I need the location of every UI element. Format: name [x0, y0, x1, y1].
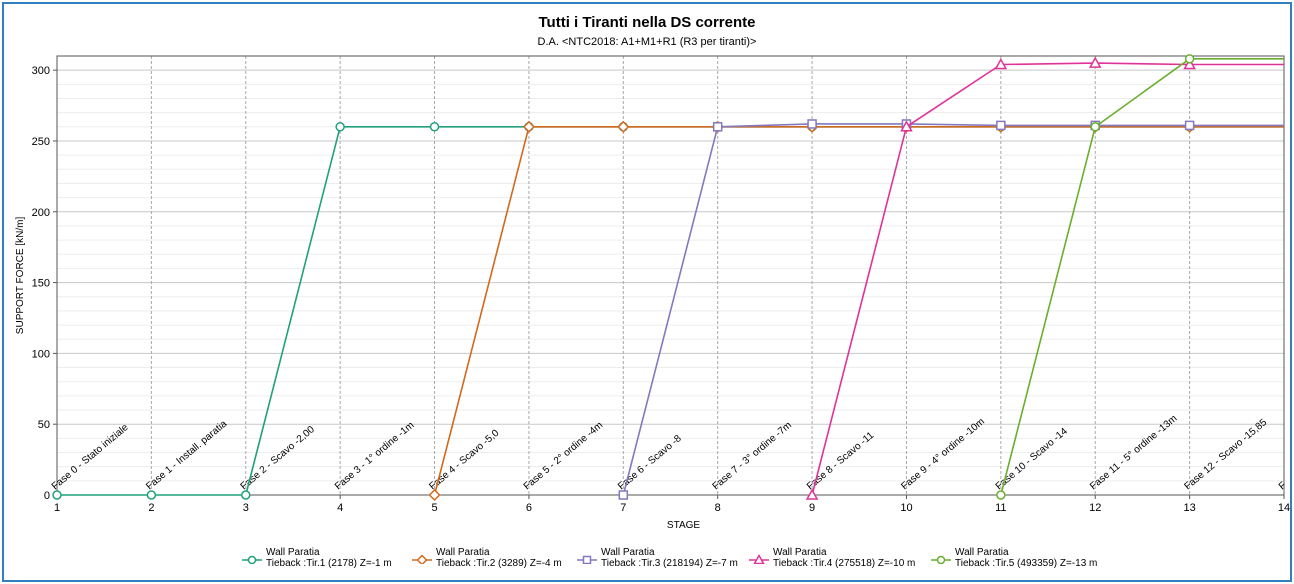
chart-title: Tutti i Tiranti nella DS corrente	[538, 14, 756, 31]
x-tick-label: 11	[995, 502, 1006, 514]
legend-symbol	[242, 555, 262, 564]
legend-label: Wall Paratia	[773, 547, 827, 558]
legend-item: Wall Paratia Tieback :Tir.1 (2178) Z=-1 m	[242, 547, 392, 569]
x-tick-label: 13	[1183, 502, 1195, 514]
legend-item: Wall Paratia Tieback :Tir.4 (275518) Z=-1…	[749, 547, 915, 569]
plot-area	[56, 55, 1285, 496]
data-point	[429, 122, 440, 132]
legend-label: Wall Paratia	[601, 547, 655, 558]
x-tick-label: 6	[526, 502, 532, 514]
data-point	[1090, 122, 1100, 132]
data-point	[1184, 120, 1195, 131]
legend-item: Wall Paratia Tieback :Tir.2 (3289) Z=-4 m	[412, 547, 562, 569]
legend-sublabel: Tieback :Tir.2 (3289) Z=-4 m	[436, 558, 562, 569]
y-tick-label: 300	[32, 65, 50, 77]
data-point	[618, 490, 629, 500]
stage-label: Fase 5 - 2° ordine -4m	[522, 420, 605, 492]
data-point	[617, 120, 630, 133]
data-point	[241, 490, 251, 500]
series-line	[811, 62, 1284, 496]
legend-sublabel: Tieback :Tir.4 (275518) Z=-10 m	[773, 558, 916, 569]
data-point	[1183, 57, 1196, 70]
x-tick-label: 8	[715, 502, 721, 514]
legend-label: Wall Paratia	[266, 547, 320, 558]
y-axis-label: SUPPORT FORCE [kN/m]	[15, 217, 26, 335]
stage-label: Fase 0 - Stato iniziale	[50, 422, 131, 493]
series-line	[1000, 58, 1284, 496]
y-tick-label: 200	[32, 207, 50, 219]
legend-symbol	[577, 555, 597, 564]
x-tick-label: 14	[1278, 502, 1290, 514]
y-tick-label: 250	[32, 136, 50, 148]
series-line	[622, 123, 1284, 496]
legend-label: Wall Paratia	[955, 547, 1009, 558]
legend-item: Wall Paratia Tieback :Tir.5 (493359) Z=-1…	[931, 547, 1097, 569]
series-line	[433, 126, 1284, 496]
legend-sublabel: Tieback :Tir.1 (2178) Z=-1 m	[266, 558, 392, 569]
legend-sublabel: Tieback :Tir.3 (218194) Z=-7 m	[601, 558, 738, 569]
data-point	[996, 490, 1006, 500]
x-axis-label: STAGE	[667, 520, 700, 531]
legend-item: Wall Paratia Tieback :Tir.3 (218194) Z=-7…	[577, 547, 738, 569]
legend-symbol	[749, 553, 769, 564]
data-point	[146, 490, 157, 500]
stage-label: Fase 10 - Scavo -14	[994, 426, 1070, 493]
legend-symbol	[931, 555, 951, 564]
chart-subtitle: D.A. <NTC2018: A1+M1+R1 (R3 per tiranti)…	[537, 36, 757, 48]
data-point	[522, 120, 535, 133]
data-point	[335, 122, 345, 132]
series-4	[805, 56, 1284, 500]
stage-label: Fase 7 - 3° ordine -7m	[711, 420, 794, 492]
x-tick-label: 9	[809, 502, 815, 514]
stage-label: F	[1277, 480, 1289, 492]
data-point	[994, 57, 1008, 70]
series-5	[996, 54, 1284, 500]
x-tick-label: 1	[54, 502, 60, 514]
y-tick-label: 150	[32, 278, 50, 290]
data-point	[52, 490, 62, 500]
data-point	[805, 488, 819, 500]
data-point	[807, 119, 817, 129]
x-tick-label: 10	[900, 502, 912, 514]
y-tick-label: 0	[44, 490, 50, 502]
x-tick-label: 3	[243, 502, 249, 514]
x-tick-label: 5	[431, 502, 437, 514]
stage-label: Fase 3 - 1° ordine -1m	[333, 420, 416, 492]
data-point	[1184, 54, 1195, 64]
data-point	[996, 120, 1006, 131]
x-tick-label: 12	[1089, 502, 1101, 514]
data-point	[428, 488, 441, 502]
legend-sublabel: Tieback :Tir.5 (493359) Z=-13 m	[955, 558, 1098, 569]
stage-label: Fase 2 - Scavo -2,00	[239, 424, 318, 492]
data-point	[1088, 56, 1102, 68]
x-tick-label: 2	[148, 502, 154, 514]
y-tick-label: 100	[32, 348, 50, 360]
data-point	[900, 120, 913, 132]
legend-symbol	[412, 554, 432, 564]
legend-label: Wall Paratia	[436, 547, 490, 558]
x-tick-label: 4	[337, 502, 343, 514]
x-tick-label: 7	[620, 502, 626, 514]
y-tick-label: 50	[38, 419, 50, 431]
data-point	[712, 122, 723, 132]
